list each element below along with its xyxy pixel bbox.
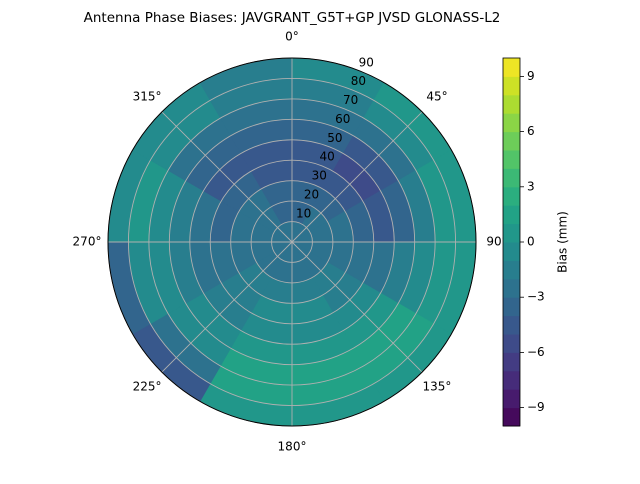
- colorbar-band: [503, 370, 520, 390]
- theta-grid-line: [161, 241, 293, 373]
- polar-plot: 10 20 30 40 50 60 70 80 90 0° 45° 90° 135° 180° 225° 27…: [73, 30, 508, 454]
- colorbar-band: [503, 150, 520, 169]
- colorbar-band: [503, 297, 520, 317]
- chart-title: Antenna Phase Biases: JAVGRANT_G5T+GP JV…: [84, 10, 501, 26]
- colorbar-band: [503, 168, 520, 188]
- colorbar: −9 −6 −3 0 3 6 9: [502, 57, 545, 427]
- colorbar-band: [503, 407, 520, 427]
- theta-tick-label: 180°: [278, 440, 307, 454]
- colorbar-band: [503, 205, 520, 225]
- colorbar-band: [503, 223, 520, 243]
- r-tick-label: 70: [343, 93, 358, 107]
- r-tick-label: 40: [319, 150, 334, 164]
- colorbar-band: [503, 334, 520, 353]
- colorbar-band: [503, 186, 520, 206]
- colorbar-band: [503, 352, 520, 372]
- theta-grid-line: [161, 111, 293, 243]
- theta-tick-label: 0°: [285, 30, 299, 44]
- colorbar-tick-label: −6: [527, 345, 545, 359]
- colorbar-band: [503, 76, 520, 96]
- colorbar-label: Bias (mm): [556, 211, 570, 273]
- colorbar-band: [503, 113, 520, 133]
- theta-tick-label: 315°: [133, 90, 162, 104]
- theta-grid-line: [291, 241, 423, 373]
- colorbar-band: [503, 278, 520, 298]
- colorbar-tick-label: −3: [527, 290, 545, 304]
- theta-tick-label: 90°: [486, 235, 507, 249]
- polar-frame: [107, 57, 477, 427]
- r-tick-label: 10: [296, 206, 311, 220]
- theta-tick-label: 45°: [426, 90, 447, 104]
- r-tick-label: 80: [351, 74, 366, 88]
- colorbar-band: [503, 94, 520, 114]
- colorbar-tick-label: −9: [527, 400, 545, 414]
- colorbar-band: [503, 260, 520, 280]
- colorbar-tick-label: 3: [527, 179, 535, 193]
- r-tick-label: 30: [312, 169, 327, 183]
- colorbar-band: [503, 131, 520, 151]
- colorbar-tick-label: 0: [527, 235, 535, 249]
- r-tick-label: 90: [359, 55, 374, 69]
- theta-tick-label: 270°: [73, 235, 102, 249]
- theta-grid-line: [291, 111, 423, 243]
- colorbar-band: [503, 58, 520, 77]
- theta-tick-label: 135°: [423, 379, 452, 393]
- colorbar-band: [503, 315, 520, 335]
- colorbar-band: [503, 242, 520, 261]
- theta-tick-label: 225°: [133, 379, 162, 393]
- r-tick-label: 60: [335, 112, 350, 126]
- colorbar-tick-label: 9: [527, 69, 535, 83]
- colorbar-tick-label: 6: [527, 124, 535, 138]
- r-tick-label: 20: [304, 187, 319, 201]
- colorbar-band: [503, 389, 520, 409]
- r-tick-label: 50: [327, 131, 342, 145]
